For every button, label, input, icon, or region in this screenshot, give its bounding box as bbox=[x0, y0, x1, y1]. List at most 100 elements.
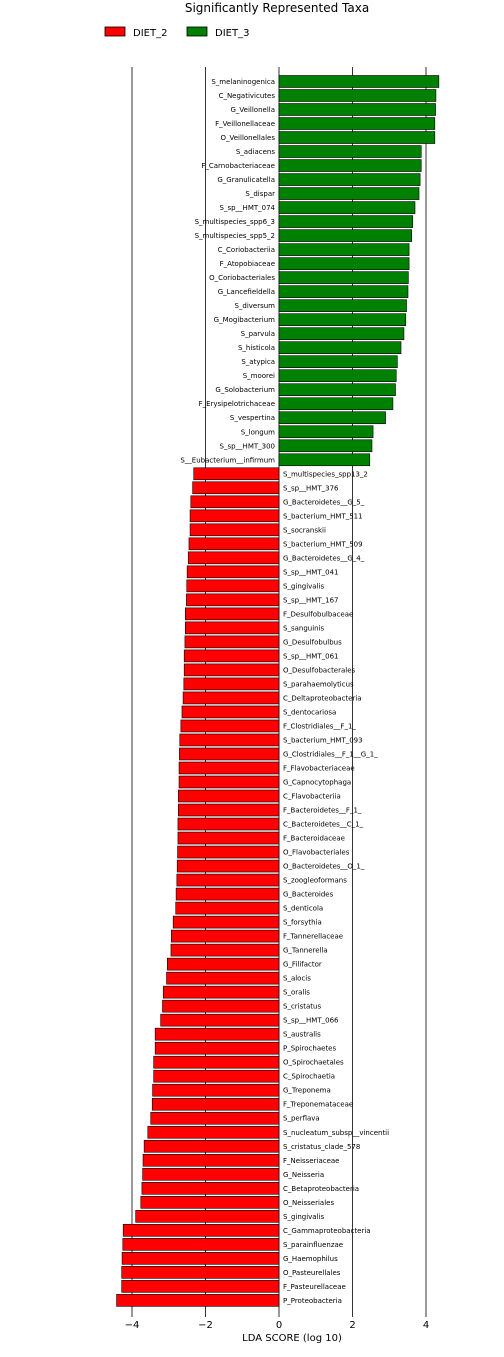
bar-s-sp-hmt-300-26 bbox=[278, 439, 373, 453]
bar-o-pasteurellales-85 bbox=[121, 1266, 280, 1279]
bar-s-sp-hmt-066-67 bbox=[160, 1013, 280, 1027]
taxon-label-77: F_Neisseriaceae bbox=[283, 1157, 339, 1165]
taxon-label-31: S_bacterium_HMT_511 bbox=[283, 512, 363, 520]
chart-title: Significantly Represented Taxa bbox=[185, 1, 369, 15]
bar-c-negativicutes-1 bbox=[278, 89, 437, 102]
x-tick-label: 0 bbox=[276, 1320, 282, 1331]
bar-g-mogibacterium-17 bbox=[278, 313, 407, 326]
taxon-label-76: S_cristatus_clade_578 bbox=[283, 1143, 360, 1151]
taxon-label-82: C_Gammaproteobacteria bbox=[283, 1227, 371, 1235]
taxon-label-15: G_Lancefieldella bbox=[218, 288, 275, 296]
bar-c-bacteroidetes-c-1-53 bbox=[177, 817, 280, 831]
bar-g-clostridiales-f-1-g-1-48 bbox=[179, 747, 280, 761]
taxon-label-71: C_Spirochaetia bbox=[283, 1073, 335, 1081]
bar-f-atopobiaceae-13 bbox=[278, 257, 410, 270]
x-tick-label: −2 bbox=[198, 1320, 213, 1331]
bar-o-bacteroidetes-o-1-56 bbox=[176, 859, 280, 873]
legend-swatch-diet-2 bbox=[104, 26, 126, 37]
taxon-label-17: G_Mogibacterium bbox=[214, 316, 276, 324]
taxon-label-60: S_forsythia bbox=[283, 919, 322, 927]
bar-g-lancefieldella-15 bbox=[278, 285, 409, 298]
taxon-label-20: S_atypica bbox=[241, 358, 275, 366]
bar-s-forsythia-60 bbox=[172, 915, 280, 929]
x-tick-label: −4 bbox=[125, 1320, 140, 1331]
bar-f-clostridiales-f-1-46 bbox=[180, 719, 280, 733]
bar-s-oralis-65 bbox=[162, 985, 280, 999]
taxon-label-57: S_zoogleoformans bbox=[283, 877, 347, 885]
taxon-label-18: S_parvula bbox=[241, 330, 275, 338]
bar-s-gingivalis-36 bbox=[186, 579, 280, 593]
taxon-label-29: S_sp__HMT_376 bbox=[283, 484, 339, 492]
bar-f-pasteurellaceae-86 bbox=[121, 1280, 280, 1293]
bar-g-capnocytophaga-50 bbox=[178, 775, 280, 789]
taxon-label-69: P_Spirochaetes bbox=[283, 1045, 336, 1053]
taxon-label-84: G_Haemophilus bbox=[283, 1255, 338, 1263]
taxon-label-47: S_bacterium_HMT_093 bbox=[283, 736, 363, 744]
taxon-label-23: F_Erysipelotrichaceae bbox=[199, 400, 275, 408]
bar-f-veillonellaceae-3 bbox=[278, 117, 436, 130]
bar-c-flavobacteriia-51 bbox=[178, 789, 280, 803]
bar-g-desulfobulbus-40 bbox=[184, 635, 280, 649]
taxon-label-37: S_sp__HMT_167 bbox=[283, 596, 338, 604]
taxon-label-5: S_adiacens bbox=[236, 148, 276, 156]
taxon-label-53: C_Bacteroidetes__C_1_ bbox=[283, 821, 364, 829]
bar-f-neisseriaceae-77 bbox=[142, 1153, 280, 1167]
taxon-label-50: G_Capnocytophaga bbox=[283, 779, 351, 787]
taxon-label-10: S_multispecies_spp6_3 bbox=[195, 218, 275, 226]
bar-s-sp-hmt-376-29 bbox=[192, 481, 280, 495]
taxon-label-42: O_Desulfobacterales bbox=[283, 666, 356, 674]
bar-s-parahaemolyticus-43 bbox=[183, 677, 280, 691]
bar-f-treponemataceae-73 bbox=[151, 1097, 280, 1111]
taxon-label-1: C_Negativicutes bbox=[219, 92, 276, 100]
bar-g-bacteroides-58 bbox=[175, 887, 280, 901]
bar-s-bacterium-hmt-093-47 bbox=[179, 733, 280, 747]
bar-s-nucleatum-subsp-vincentii-75 bbox=[147, 1125, 280, 1139]
bar-o-coriobacteriales-14 bbox=[278, 271, 409, 284]
taxon-label-30: G_Bacteroidetes__G_5_ bbox=[283, 498, 365, 506]
taxon-label-62: G_Tannerella bbox=[283, 947, 328, 955]
taxon-label-66: S_cristatus bbox=[283, 1003, 321, 1011]
taxon-label-64: S_alocis bbox=[283, 975, 311, 983]
taxon-label-83: S_parainfluenzae bbox=[283, 1241, 343, 1249]
taxon-label-79: C_Betaproteobacteria bbox=[283, 1185, 359, 1193]
bar-g-haemophilus-84 bbox=[121, 1252, 280, 1265]
bar-s-diversum-16 bbox=[278, 299, 407, 312]
bar-s-denticola-59 bbox=[175, 901, 280, 915]
bar-p-spirochaetes-69 bbox=[154, 1041, 280, 1055]
taxon-label-55: O_Flavobacteriales bbox=[283, 849, 350, 857]
bar-f-bacteroidetes-f-1-52 bbox=[178, 803, 280, 817]
taxon-label-33: S_bacterium_HMT_509 bbox=[283, 540, 363, 548]
bar-p-proteobacteria-87 bbox=[116, 1294, 280, 1307]
bar-g-veillonella-2 bbox=[278, 103, 436, 116]
taxon-label-65: S_oralis bbox=[283, 989, 310, 997]
bar-s-sp-hmt-074-9 bbox=[278, 201, 416, 214]
bar-s-dentocariosa-45 bbox=[181, 705, 280, 719]
taxon-label-56: O_Bacteroidetes__O_1_ bbox=[283, 863, 365, 871]
taxon-label-40: G_Desulfobulbus bbox=[283, 638, 342, 646]
taxon-label-86: F_Pasteurellaceae bbox=[283, 1283, 346, 1291]
bar-s-multispecies-spp13-2-28 bbox=[193, 467, 280, 481]
bar-s-sp-hmt-061-41 bbox=[183, 649, 280, 663]
bar-g-treponema-72 bbox=[152, 1083, 280, 1097]
taxon-label-21: S_moorei bbox=[243, 372, 275, 380]
bar-s-melaninogenica-0 bbox=[278, 75, 440, 88]
bar-s-bacterium-hmt-509-33 bbox=[188, 537, 280, 551]
taxon-label-34: G_Bacteroidetes__G_4_ bbox=[283, 554, 365, 562]
taxon-label-8: S_dispar bbox=[245, 190, 275, 198]
taxon-label-78: G_Neisseria bbox=[283, 1171, 324, 1179]
taxon-label-49: F_Flavobacteriaceae bbox=[283, 764, 355, 772]
taxon-label-58: G_Bacteroides bbox=[283, 891, 334, 899]
bar-f-bacteroidaceae-54 bbox=[177, 831, 280, 845]
x-axis-label: LDA SCORE (log 10) bbox=[242, 1333, 342, 1344]
taxon-label-0: S_melaninogenica bbox=[211, 78, 275, 86]
bar-s-cristatus-clade-578-76 bbox=[143, 1139, 280, 1153]
taxon-label-70: O_Spirochaetales bbox=[283, 1059, 344, 1067]
bar-g-neisseria-78 bbox=[142, 1167, 280, 1181]
bar-g-solobacterium-22 bbox=[278, 383, 396, 397]
x-axis: −4 −2 0 2 4 bbox=[125, 1313, 429, 1331]
taxon-label-11: S_multispecies_spp5_2 bbox=[195, 232, 275, 240]
bar-s-cristatus-66 bbox=[162, 999, 280, 1013]
bar-s-atypica-20 bbox=[278, 355, 398, 369]
taxon-label-81: S_gingivalis bbox=[283, 1213, 324, 1221]
